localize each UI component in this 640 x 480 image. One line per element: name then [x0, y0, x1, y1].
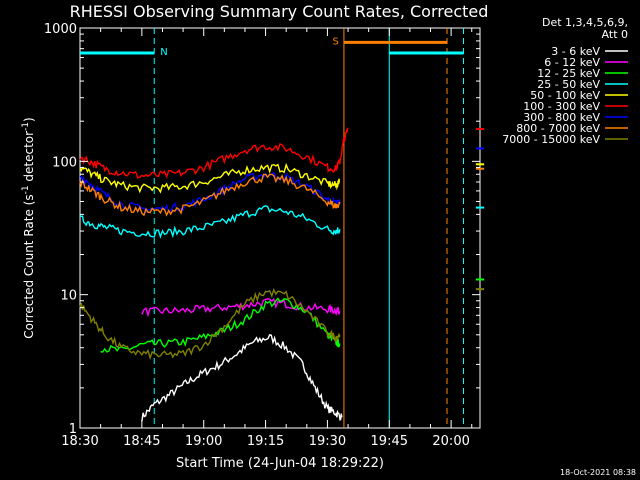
y-tick-label-0: 1 — [69, 422, 77, 437]
legend-label-8: 7000 - 15000 keV — [502, 133, 600, 146]
x-tick-label-0: 18:30 — [61, 434, 98, 449]
x-axis-label: Start Time (24-Jun-04 18:29:22) — [176, 456, 384, 471]
event-vertical-lines — [153, 28, 465, 428]
legend-label-1: 6 - 12 keV — [544, 56, 600, 69]
y-axis-label-part3: ) — [22, 117, 36, 122]
legend-subtitle: Att 0 — [602, 28, 628, 41]
y-axis-label-part2: detector — [22, 131, 36, 186]
y-axis-label-sup1: -1 — [21, 185, 31, 194]
x-tick-label-4: 19:30 — [309, 434, 346, 449]
series-line-1 — [141, 297, 341, 318]
x-tick-label-1: 18:45 — [123, 434, 160, 449]
y-axis-label: Corrected Count Rate (s-1 detector-1) — [21, 117, 36, 338]
legend-label-2: 12 - 25 keV — [537, 67, 600, 80]
legend-label-3: 25 - 50 keV — [537, 78, 600, 91]
legend-label-0: 3 - 6 keV — [551, 45, 600, 58]
x-axis-ticks: 18:30 18:45 19:00 19:15 19:30 19:45 20:00 — [61, 28, 473, 449]
y-tick-label-2: 100 — [52, 155, 77, 170]
flag-label-1: S — [333, 36, 339, 47]
series-line-7 — [79, 173, 341, 217]
flag-label-0: N — [160, 47, 167, 58]
series-line-0 — [141, 333, 343, 422]
y-tick-label-1: 10 — [60, 289, 77, 304]
legend-label-5: 100 - 300 keV — [523, 100, 600, 113]
x-tick-label-3: 19:15 — [247, 434, 284, 449]
y-tick-label-3: 1000 — [44, 22, 77, 37]
series-line-8 — [79, 287, 341, 361]
series-line-3 — [79, 205, 341, 239]
event-flags: NS — [80, 36, 464, 58]
data-series — [79, 127, 485, 422]
legend-label-7: 800 - 7000 keV — [516, 122, 600, 135]
y-axis-label-part1: Corrected Count Rate (s — [22, 194, 36, 338]
x-tick-label-5: 19:45 — [371, 434, 408, 449]
plot-frame — [79, 27, 481, 429]
x-tick-label-6: 20:00 — [432, 434, 469, 449]
y-axis-label-sup2: -1 — [21, 122, 31, 131]
legend-label-6: 300 - 800 keV — [523, 111, 600, 124]
plot-area: NS 18:30 18:45 19:00 19:15 19:30 19:45 20:00 1… — [44, 22, 485, 449]
series-line-5 — [79, 127, 349, 179]
footer-timestamp: 18-Oct-2021 08:38 — [560, 468, 636, 477]
series-line-2 — [100, 297, 341, 353]
y-axis-ticks: 1 10 100 1000 — [44, 22, 480, 437]
series-line-4 — [79, 162, 341, 194]
chart-title: RHESSI Observing Summary Count Rates, Co… — [70, 2, 489, 21]
legend-label-4: 50 - 100 keV — [530, 89, 600, 102]
legend-title: Det 1,3,4,5,6,9, — [542, 16, 628, 29]
x-tick-label-2: 19:00 — [185, 434, 222, 449]
